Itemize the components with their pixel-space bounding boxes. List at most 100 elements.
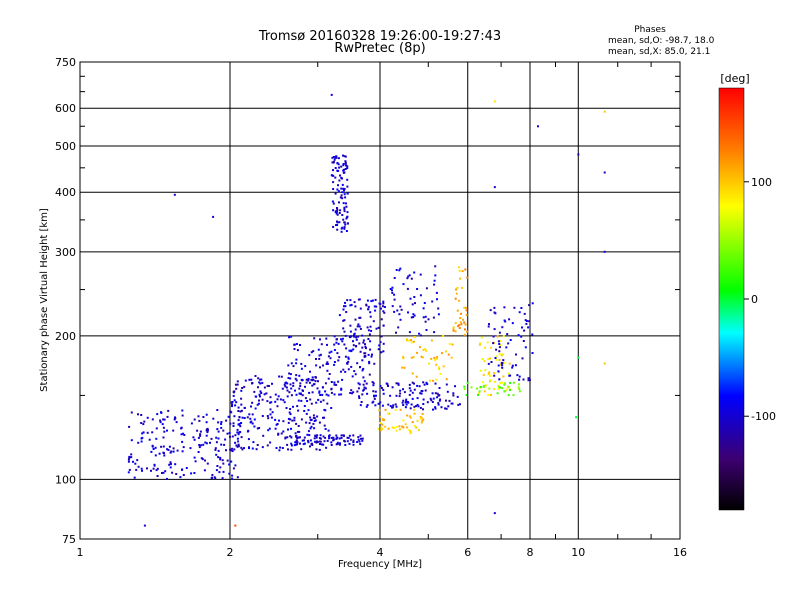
data-point — [234, 441, 237, 444]
data-point — [289, 413, 292, 416]
data-point — [329, 357, 332, 360]
data-point — [365, 347, 367, 350]
data-point — [300, 367, 303, 370]
data-point — [486, 341, 489, 344]
data-point — [358, 383, 361, 386]
data-point — [323, 424, 326, 427]
data-point — [335, 155, 338, 158]
data-point — [370, 355, 373, 358]
data-point — [330, 381, 333, 383]
data-point — [501, 366, 504, 369]
data-point — [251, 422, 254, 425]
data-point — [361, 359, 364, 362]
data-point — [346, 185, 349, 188]
data-point — [337, 342, 340, 345]
data-point — [354, 328, 357, 331]
y-tick-label: 100 — [55, 473, 76, 486]
data-point — [351, 392, 353, 395]
data-point — [356, 362, 359, 365]
data-point — [343, 305, 345, 308]
data-point — [255, 395, 258, 398]
data-point — [296, 443, 299, 446]
data-point — [334, 210, 337, 213]
data-point — [199, 434, 202, 437]
data-point — [358, 440, 361, 443]
data-point — [346, 222, 349, 225]
data-point — [249, 417, 252, 420]
data-point — [318, 357, 321, 360]
data-point — [266, 415, 269, 417]
data-point — [340, 187, 343, 190]
data-point — [294, 389, 296, 392]
data-point — [348, 442, 351, 445]
data-point — [455, 292, 458, 295]
data-point — [306, 433, 309, 436]
data-point — [445, 383, 448, 386]
data-point — [380, 429, 383, 432]
data-point — [332, 209, 335, 212]
data-point — [316, 415, 319, 418]
data-point — [174, 463, 177, 466]
data-point — [276, 398, 279, 401]
data-point — [382, 324, 385, 327]
data-point — [470, 386, 473, 389]
data-point — [362, 341, 365, 344]
data-point — [355, 336, 358, 339]
x-tick-label: 4 — [377, 546, 384, 559]
data-point — [141, 432, 144, 435]
data-point — [382, 342, 385, 345]
data-point — [338, 437, 341, 440]
data-point — [460, 312, 462, 315]
data-point — [314, 434, 317, 437]
data-point — [354, 318, 357, 321]
data-point — [312, 350, 315, 353]
data-point — [316, 387, 319, 390]
data-point — [517, 383, 520, 386]
data-point — [363, 386, 366, 389]
data-point — [328, 437, 330, 440]
data-point — [361, 439, 364, 442]
data-point — [344, 168, 347, 170]
data-point — [210, 477, 213, 479]
data-point — [372, 390, 375, 393]
data-point — [334, 176, 337, 179]
data-point — [298, 436, 300, 439]
data-point — [315, 434, 318, 437]
data-point — [162, 451, 165, 454]
data-point — [308, 381, 311, 384]
data-point — [304, 365, 307, 368]
data-point — [296, 349, 299, 352]
data-point — [359, 366, 361, 368]
data-point — [243, 385, 246, 388]
data-point — [217, 449, 220, 452]
data-point — [300, 418, 303, 421]
data-point — [336, 338, 338, 341]
data-point — [341, 191, 344, 194]
data-point — [343, 221, 346, 224]
data-point — [203, 469, 206, 472]
data-point — [220, 426, 223, 429]
data-point — [307, 439, 310, 442]
data-point — [456, 395, 459, 398]
data-point — [322, 416, 324, 419]
data-point — [424, 389, 427, 392]
data-point — [413, 408, 416, 411]
data-point — [518, 375, 521, 378]
data-point — [193, 418, 196, 421]
data-point — [259, 390, 262, 393]
data-point — [351, 375, 354, 378]
data-point — [306, 400, 309, 402]
data-point — [206, 427, 209, 430]
data-point — [342, 368, 345, 371]
data-point — [342, 218, 345, 221]
data-point — [364, 345, 367, 348]
data-point — [130, 439, 133, 442]
data-point — [229, 422, 232, 425]
data-point — [408, 339, 411, 342]
data-point — [342, 319, 345, 322]
data-point — [342, 164, 345, 167]
data-point — [342, 154, 344, 157]
data-point — [336, 162, 339, 165]
data-point — [424, 315, 427, 318]
data-point — [197, 415, 200, 418]
